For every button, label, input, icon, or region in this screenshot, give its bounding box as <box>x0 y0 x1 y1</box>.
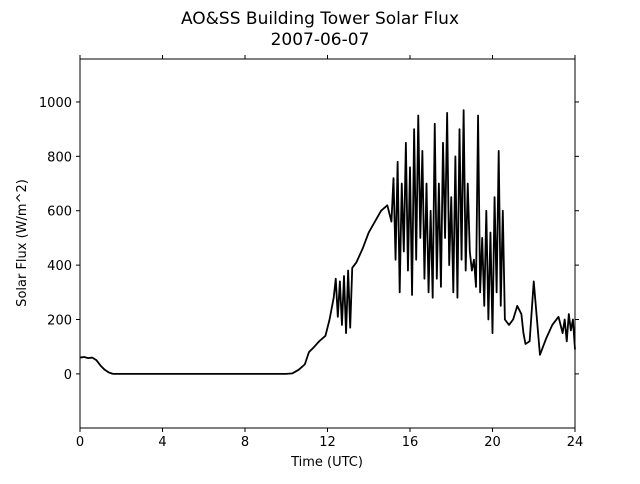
x-tick-label: 0 <box>76 435 84 450</box>
x-tick-label: 24 <box>567 435 584 450</box>
y-tick-label: 0 <box>64 368 72 383</box>
y-tick-label: 400 <box>47 259 72 274</box>
chart-title: AO&SS Building Tower Solar Flux <box>181 9 459 29</box>
x-tick-label: 8 <box>241 435 249 450</box>
y-tick-label: 800 <box>47 150 72 165</box>
plot-frame <box>79 58 576 429</box>
y-tick-label: 200 <box>47 314 72 329</box>
x-tick-label: 4 <box>158 435 166 450</box>
y-tick-label: 1000 <box>39 96 72 111</box>
data-line <box>79 109 576 375</box>
chart-subtitle: 2007-06-07 <box>271 30 370 50</box>
x-tick-label: 20 <box>484 435 501 450</box>
x-tick-label: 16 <box>402 435 419 450</box>
y-axis-label: Solar Flux (W/m^2) <box>15 179 30 307</box>
x-axis-label: Time (UTC) <box>290 455 363 470</box>
x-tick-label: 12 <box>319 435 336 450</box>
y-tick-label: 600 <box>47 205 72 220</box>
